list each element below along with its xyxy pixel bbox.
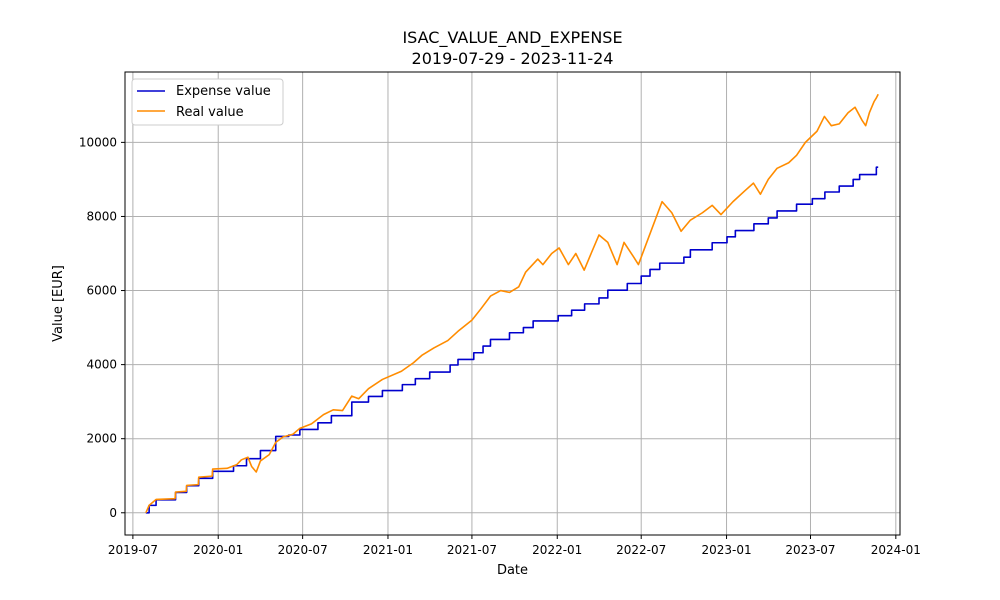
- x-tick-label: 2023-01: [701, 543, 751, 557]
- legend: Expense value Real value: [131, 78, 284, 126]
- x-tick-label: 2020-01: [193, 543, 243, 557]
- x-tick-label: 2022-07: [616, 543, 666, 557]
- x-tick-label: 2023-07: [785, 543, 835, 557]
- y-tick-label: 10000: [79, 135, 117, 149]
- series-line-expense-value: [145, 166, 879, 514]
- y-tick-label: 4000: [86, 358, 117, 372]
- plot-frame: [124, 71, 901, 536]
- y-tick-label: 6000: [86, 284, 117, 298]
- legend-box: [131, 78, 284, 126]
- legend-label-expense-value: Expense value: [176, 84, 271, 99]
- x-tick-label: 2019-07: [108, 543, 158, 557]
- series-layer: [145, 93, 879, 514]
- x-tick-label: 2024-01: [871, 543, 921, 557]
- y-axis-label: Value [EUR]: [51, 265, 66, 342]
- y-tick-label: 2000: [86, 432, 117, 446]
- axis-ticks: 2019-07 2020-01 2020-07 2021-01 2021-07 2022-…: [79, 135, 921, 557]
- x-tick-label: 2021-07: [447, 543, 497, 557]
- y-tick-label: 0: [109, 506, 117, 520]
- x-tick-label: 2020-07: [278, 543, 328, 557]
- x-axis-label: Date: [497, 563, 528, 578]
- chart-title: ISAC_VALUE_AND_EXPENSE: [402, 28, 622, 48]
- legend-label-real-value: Real value: [176, 105, 244, 120]
- y-tick-label: 8000: [86, 209, 117, 223]
- x-tick-label: 2022-01: [532, 543, 582, 557]
- chart-subtitle: 2019-07-29 - 2023-11-24: [412, 49, 614, 68]
- series-line-real-value: [145, 93, 879, 514]
- x-tick-label: 2021-01: [363, 543, 413, 557]
